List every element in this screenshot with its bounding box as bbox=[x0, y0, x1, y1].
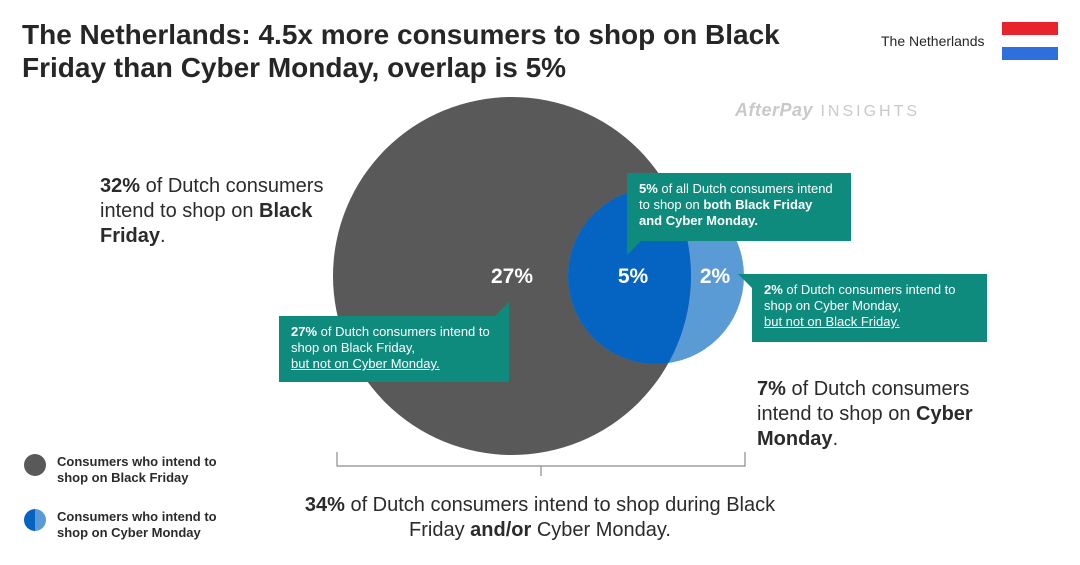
total-stat-bold: and/or bbox=[470, 519, 532, 541]
bf-callout-pct: 27% bbox=[291, 324, 318, 339]
netherlands-flag-icon bbox=[1002, 22, 1058, 60]
black-friday-stat-text: of Dutch consumers intend to shop on bbox=[100, 175, 324, 222]
legend-cyber-monday-label: Consumers who intend to shop on Cyber Mo… bbox=[57, 509, 217, 540]
total-stat-pct: 34% bbox=[304, 494, 345, 516]
black-friday-swatch-icon bbox=[24, 454, 46, 476]
flag-stripe-blue bbox=[1002, 47, 1058, 60]
country-label: The Netherlands bbox=[881, 33, 985, 49]
legend-black-friday: Consumers who intend to shop on Black Fr… bbox=[24, 454, 247, 486]
total-stat-end: Cyber Monday. bbox=[531, 519, 671, 541]
black-friday-stat: 32% of Dutch consumers intend to shop on… bbox=[100, 174, 340, 249]
flag-stripe-red bbox=[1002, 22, 1058, 35]
total-stat-text: of Dutch consumers intend to shop during… bbox=[344, 494, 776, 541]
cyber-monday-stat-bold: Cyber Monday bbox=[757, 403, 973, 450]
overlap-callout-text: of all Dutch consumers intend to shop on bbox=[639, 181, 833, 212]
overlap-value: 5% bbox=[618, 265, 649, 288]
cyber-monday-stat-text: of Dutch consumers intend to shop on bbox=[757, 378, 970, 425]
black-friday-only-callout: 27% of Dutch consumers intend to shop on… bbox=[279, 302, 509, 382]
total-stat: 34% of Dutch consumers intend to shop du… bbox=[300, 493, 780, 543]
black-friday-stat-bold: Black Friday bbox=[100, 200, 313, 247]
cyber-monday-only-callout: 2% of Dutch consumers intend to shop on … bbox=[738, 274, 987, 342]
page-title: The Netherlands: 4.5x more consumers to … bbox=[22, 19, 780, 83]
black-friday-stat-pct: 32% bbox=[100, 175, 141, 197]
cyber-monday-only-value: 2% bbox=[700, 265, 731, 288]
cm-callout-underline: but not on Black Friday. bbox=[764, 314, 900, 329]
cyber-monday-swatch-icon bbox=[24, 509, 46, 531]
bf-callout-underline: but not on Cyber Monday. bbox=[291, 356, 440, 371]
logo-suffix: INSIGHTS bbox=[820, 103, 921, 120]
cm-callout-pct: 2% bbox=[764, 282, 783, 297]
cyber-monday-stat-end: . bbox=[832, 428, 839, 450]
overlap-callout-pct: 5% bbox=[639, 181, 658, 196]
cyber-monday-stat: 7% of Dutch consumers intend to shop on … bbox=[757, 377, 1017, 452]
overlap-callout: 5% of all Dutch consumers intend to shop… bbox=[627, 173, 851, 255]
black-friday-only-value: 27% bbox=[491, 265, 533, 288]
cm-callout-text: of Dutch consumers intend to shop on Cyb… bbox=[764, 282, 956, 313]
cyber-monday-stat-pct: 7% bbox=[757, 378, 786, 400]
legend-black-friday-label: Consumers who intend to shop on Black Fr… bbox=[57, 454, 217, 485]
overlap-region bbox=[568, 188, 691, 364]
legend-cyber-monday: Consumers who intend to shop on Cyber Mo… bbox=[24, 509, 247, 541]
overlap-callout-bold: both Black Friday and Cyber Monday. bbox=[639, 197, 813, 228]
black-friday-stat-end: . bbox=[160, 225, 166, 247]
afterpay-insights-logo: AfterPay INSIGHTS bbox=[735, 100, 920, 121]
logo-brand: AfterPay bbox=[735, 100, 814, 120]
flag-stripe-white bbox=[1002, 34, 1058, 48]
total-bracket bbox=[336, 452, 746, 476]
bf-callout-text: of Dutch consumers intend to shop on Bla… bbox=[291, 324, 490, 355]
